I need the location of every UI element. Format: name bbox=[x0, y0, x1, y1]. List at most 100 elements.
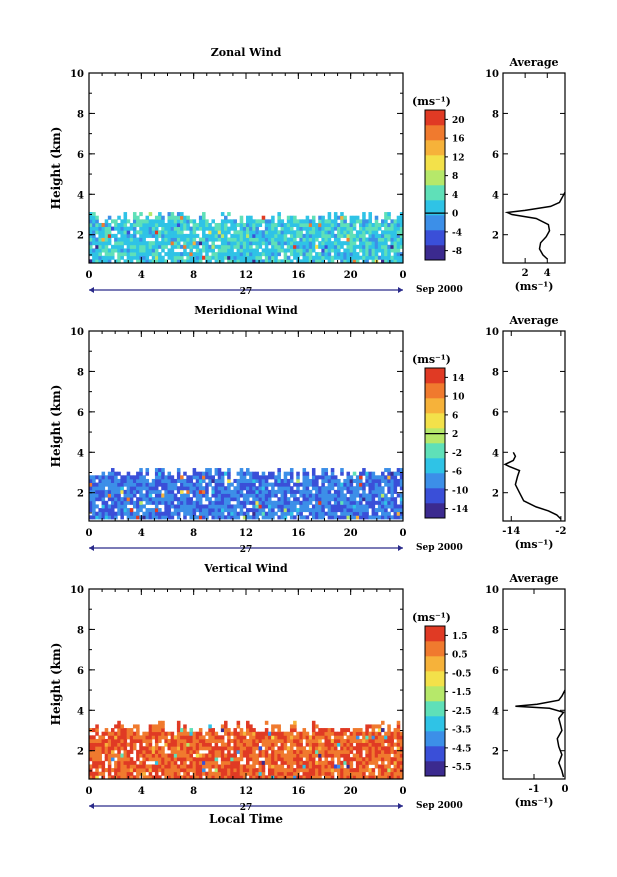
heatmap-cell bbox=[321, 471, 325, 476]
heatmap-cell bbox=[98, 486, 102, 491]
heatmap-cell bbox=[164, 731, 168, 736]
heatmap-cell bbox=[224, 720, 228, 725]
heatmap-cell bbox=[371, 738, 376, 744]
heatmap-cell bbox=[220, 471, 225, 476]
heatmap-cell bbox=[327, 760, 332, 765]
heatmap-cell bbox=[180, 500, 184, 505]
colorbar-tick-label: 14 bbox=[452, 374, 465, 384]
heatmap-cell bbox=[230, 255, 234, 260]
heatmap-cell bbox=[189, 230, 194, 235]
heatmap-cell bbox=[387, 757, 391, 762]
heatmap-cell bbox=[387, 731, 391, 736]
heatmap-cell bbox=[315, 244, 319, 249]
heatmap-cell bbox=[264, 493, 269, 498]
heatmap-cell bbox=[205, 471, 209, 476]
heatmap-cell bbox=[377, 749, 382, 754]
heatmap-cell bbox=[110, 775, 115, 780]
heatmap-cell bbox=[211, 764, 215, 769]
heatmap-cell bbox=[183, 768, 187, 773]
heatmap-cell bbox=[393, 735, 398, 740]
heatmap-cell bbox=[299, 746, 303, 751]
heatmap-cell bbox=[283, 511, 288, 516]
heatmap-cell bbox=[271, 753, 275, 758]
heatmap-cell bbox=[183, 493, 187, 498]
heatmap-cell bbox=[390, 735, 394, 740]
heatmap-cell bbox=[214, 486, 219, 491]
heatmap-cell bbox=[233, 511, 237, 516]
heatmap-cell bbox=[98, 241, 102, 246]
heatmap-cell bbox=[308, 500, 313, 505]
heatmap-cell bbox=[396, 735, 401, 740]
heatmap-cell bbox=[393, 728, 398, 733]
heatmap-cell bbox=[217, 468, 222, 473]
heatmap-cell bbox=[224, 244, 228, 249]
heatmap-cell bbox=[396, 255, 401, 260]
heatmap-cell bbox=[327, 515, 332, 520]
heatmap-cell bbox=[264, 500, 269, 505]
heatmap-cell bbox=[170, 489, 175, 494]
heatmap-cell bbox=[327, 244, 332, 249]
heatmap-cell bbox=[315, 504, 319, 509]
heatmap-cell bbox=[355, 504, 360, 509]
heatmap-cell bbox=[236, 771, 241, 776]
heatmap-cell bbox=[161, 241, 165, 246]
heatmap-cell bbox=[387, 478, 391, 483]
heatmap-cell bbox=[283, 486, 288, 491]
heatmap-cell bbox=[95, 775, 99, 780]
heatmap-cell bbox=[236, 731, 241, 736]
heatmap-cell bbox=[384, 515, 388, 520]
heatmap-cell bbox=[110, 515, 115, 520]
heatmap-cell bbox=[123, 753, 128, 758]
heatmap-cell bbox=[101, 500, 106, 505]
heatmap-cell bbox=[343, 749, 347, 754]
heatmap-cell bbox=[349, 768, 354, 773]
heatmap-cell bbox=[227, 248, 231, 253]
heatmap-cell bbox=[346, 244, 351, 249]
heatmap-cell bbox=[145, 757, 150, 762]
heatmap-cell bbox=[355, 215, 360, 220]
heatmap-cell bbox=[180, 764, 184, 769]
heatmap-cell bbox=[289, 768, 294, 773]
heatmap-cell bbox=[142, 248, 146, 253]
day-bar-arrow bbox=[398, 803, 403, 809]
heatmap-cell bbox=[224, 215, 228, 220]
heatmap-cell bbox=[315, 500, 319, 505]
heatmap-cell bbox=[180, 775, 184, 780]
heatmap-cell bbox=[126, 237, 131, 242]
colorbar-segment bbox=[425, 110, 445, 126]
heatmap-cell bbox=[289, 753, 294, 758]
heatmap-cell bbox=[104, 728, 109, 733]
heatmap-cell bbox=[117, 735, 121, 740]
heatmap-cell bbox=[289, 749, 294, 754]
heatmap-cell bbox=[120, 724, 124, 729]
heatmap-cell bbox=[151, 226, 156, 231]
heatmap-cell bbox=[164, 486, 168, 491]
heatmap-cell bbox=[211, 237, 215, 242]
heatmap-cell bbox=[296, 738, 300, 744]
heatmap-cell bbox=[117, 259, 121, 264]
heatmap-cell bbox=[399, 775, 404, 780]
heatmap-cell bbox=[164, 500, 168, 505]
heatmap-cell bbox=[224, 746, 228, 751]
average-x-tick-label: -14 bbox=[502, 526, 520, 537]
heatmap-cell bbox=[161, 486, 165, 491]
heatmap-cell bbox=[330, 222, 335, 228]
heatmap-cell bbox=[346, 248, 351, 253]
heatmap-cell bbox=[343, 504, 347, 509]
heatmap-cell bbox=[371, 233, 376, 238]
heatmap-cell bbox=[362, 738, 366, 744]
heatmap-cell bbox=[315, 764, 319, 769]
heatmap-cell bbox=[261, 768, 266, 773]
heatmap-cell bbox=[198, 746, 203, 751]
heatmap-cell bbox=[233, 735, 237, 740]
heatmap-cell bbox=[236, 482, 241, 487]
heatmap-cell bbox=[154, 215, 159, 220]
heatmap-cell bbox=[195, 757, 200, 762]
heatmap-cell bbox=[390, 504, 394, 509]
heatmap-cell bbox=[293, 757, 297, 762]
heatmap-cell bbox=[333, 753, 338, 758]
heatmap-cell bbox=[239, 735, 244, 740]
heatmap-cell bbox=[92, 760, 96, 765]
heatmap-cell bbox=[355, 760, 360, 765]
heatmap-cell bbox=[333, 731, 338, 736]
